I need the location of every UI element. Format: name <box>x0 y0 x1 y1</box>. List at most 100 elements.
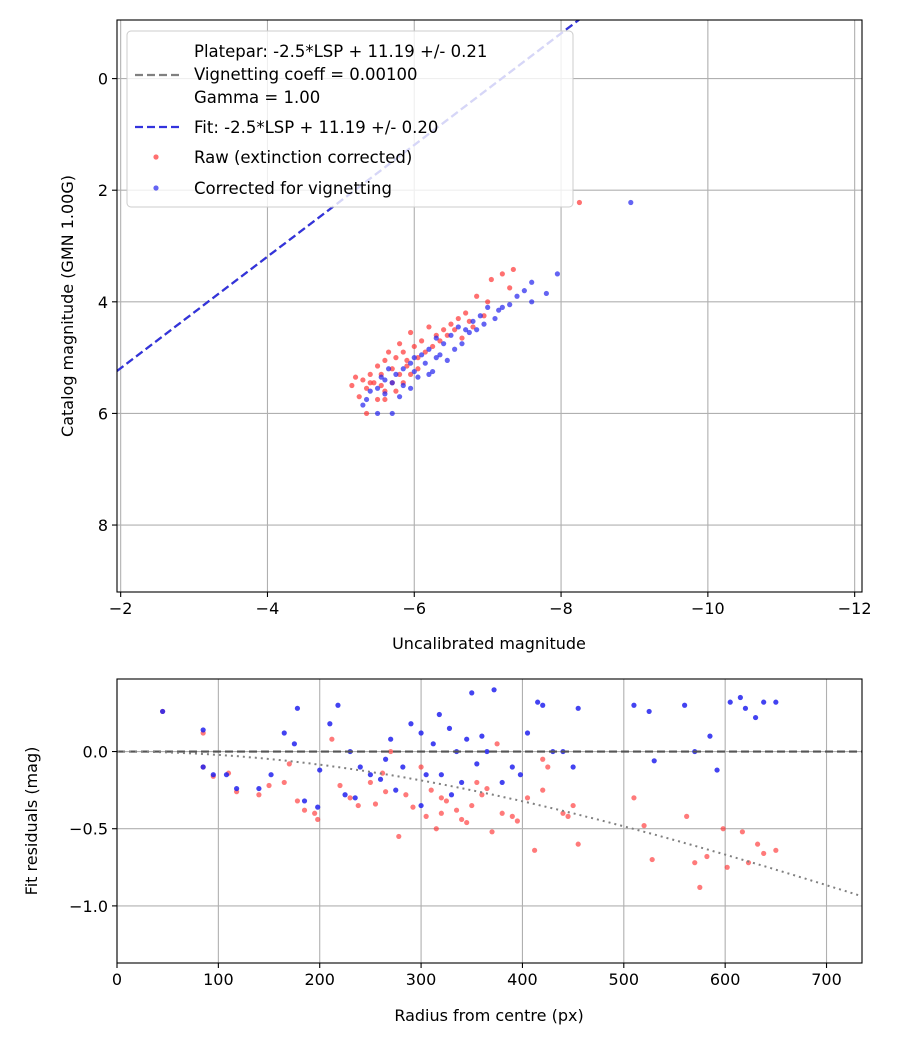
raw-residual-point <box>469 802 475 809</box>
corrected-residual-point <box>200 764 206 770</box>
corrected-residual-point <box>383 756 389 762</box>
corrected-point <box>474 327 480 333</box>
raw-point <box>407 329 414 336</box>
raw-point <box>455 315 461 322</box>
raw-residual-point <box>286 761 292 767</box>
raw-residual-point <box>347 795 353 801</box>
raw-residual-point <box>464 819 470 826</box>
corrected-residual-point <box>436 711 442 718</box>
corrected-point <box>470 318 476 324</box>
plot-clip-group <box>117 687 862 898</box>
raw-point <box>444 332 450 338</box>
corrected-point <box>437 352 443 358</box>
raw-point <box>374 396 381 403</box>
raw-residual-point <box>649 856 655 863</box>
legend-platepar-line3: Gamma = 1.00 <box>194 88 320 107</box>
raw-residual-point <box>453 807 460 813</box>
x-tick-label: −2 <box>109 599 133 618</box>
top-legend: Platepar: -2.5*LSP + 11.19 +/- 0.21 Vign… <box>126 30 574 208</box>
x-tick-label: 0 <box>112 970 122 989</box>
corrected-residual-point <box>479 733 485 739</box>
corrected-residual-point <box>707 733 713 739</box>
corrected-point <box>374 410 381 417</box>
corrected-residual-point <box>210 772 216 778</box>
corrected-point <box>426 371 432 377</box>
raw-point <box>499 271 505 277</box>
corrected-residual-point <box>469 690 475 696</box>
raw-point <box>422 349 428 355</box>
bottom-plot-area <box>117 687 862 898</box>
corrected-point <box>407 360 414 366</box>
legend-platepar-line1: Platepar: -2.5*LSP + 11.19 +/- 0.21 <box>194 42 487 61</box>
corrected-point <box>415 374 421 380</box>
corrected-residual-point <box>491 687 497 693</box>
raw-point <box>448 321 454 327</box>
corrected-point <box>433 335 439 341</box>
raw-residual-point <box>560 810 566 816</box>
raw-point <box>481 313 487 319</box>
raw-point <box>396 341 403 347</box>
corrected-point <box>452 346 458 352</box>
raw-residual-point <box>545 764 551 770</box>
top-plot-area <box>117 20 634 417</box>
corrected-point <box>400 366 406 372</box>
raw-residual-point <box>631 795 637 801</box>
corrected-point <box>396 394 403 400</box>
legend-corrected-marker <box>153 185 159 191</box>
raw-point <box>426 324 432 330</box>
corrected-residual-point <box>388 736 394 742</box>
corrected-point <box>514 293 520 299</box>
x-tick-label: 200 <box>304 970 335 989</box>
top-y-axis-label: Catalog magnitude (GMN 1.00G) <box>58 175 77 437</box>
corrected-point <box>529 279 535 285</box>
top-ticks: −2 −4 −6 −8 −10 −12 0 2 4 6 8 <box>98 70 872 618</box>
bottom-y-axis-label: Fit residuals (mag) <box>22 747 41 896</box>
corrected-residual-point <box>509 764 515 770</box>
bottom-x-axis-label: Radius from centre (px) <box>394 1006 583 1025</box>
corrected-residual-point <box>651 758 657 764</box>
raw-residual-point <box>724 864 730 870</box>
corrected-residual-point <box>317 767 323 773</box>
raw-point <box>576 199 583 206</box>
raw-residual-point <box>443 798 450 804</box>
raw-residual-point <box>315 816 321 823</box>
raw-point <box>488 276 494 283</box>
legend-corrected-label: Corrected for vignetting <box>194 179 392 198</box>
y-tick-label: 6 <box>98 404 108 423</box>
corrected-residual-point <box>540 702 546 708</box>
raw-residual-point <box>418 764 424 770</box>
raw-residual-point <box>329 736 335 742</box>
corrected-residual-point <box>294 705 301 711</box>
raw-point <box>419 338 425 344</box>
raw-residual-point <box>524 795 531 801</box>
raw-point <box>393 388 399 394</box>
raw-point <box>374 363 381 369</box>
raw-point <box>382 357 388 364</box>
corrected-residual-point <box>484 748 490 755</box>
corrected-point <box>389 380 395 386</box>
raw-point <box>415 355 421 361</box>
raw-residual-point <box>294 798 301 804</box>
corrected-residual-point <box>327 721 333 727</box>
corrected-residual-point <box>281 730 287 736</box>
corrected-point <box>382 377 388 383</box>
corrected-point <box>360 402 366 408</box>
raw-residual-point <box>423 813 429 819</box>
corrected-point <box>385 366 392 372</box>
raw-residual-point <box>301 807 308 813</box>
corrected-point <box>400 382 406 389</box>
corrected-point <box>389 410 395 417</box>
corrected-point <box>529 299 535 305</box>
raw-residual-point <box>692 860 698 866</box>
raw-point <box>382 396 388 403</box>
corrected-residual-point <box>256 785 262 792</box>
corrected-residual-point <box>575 705 581 711</box>
corrected-residual-point <box>570 764 576 770</box>
corrected-point <box>448 332 454 338</box>
corrected-residual-point <box>727 699 733 705</box>
corrected-residual-point <box>761 699 767 705</box>
raw-point <box>378 382 384 389</box>
corrected-residual-point <box>315 804 321 810</box>
corrected-point <box>496 307 502 313</box>
